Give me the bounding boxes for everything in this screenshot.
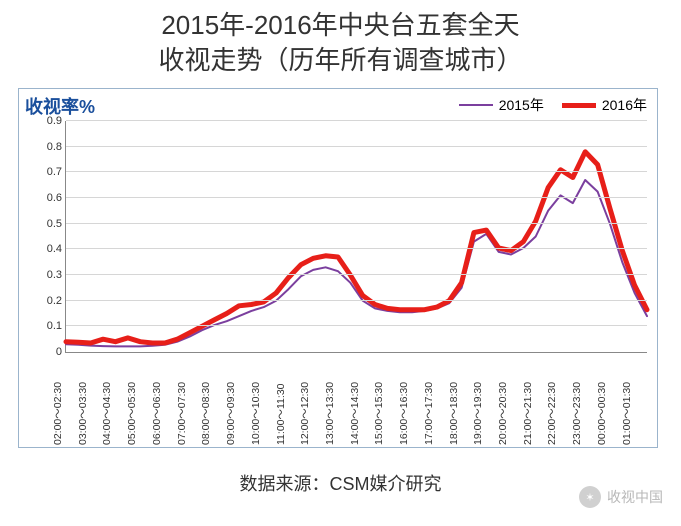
x-tick-label: 02:00～02:30 xyxy=(50,382,65,445)
x-tick-label: 14:00～14:30 xyxy=(347,382,362,445)
title-line-1: 2015年-2016年中央台五套全天 xyxy=(0,8,681,43)
legend-swatch-2015 xyxy=(459,104,493,106)
x-tick-label: 08:00～08:30 xyxy=(198,382,213,445)
y-tick: 0.4 xyxy=(32,243,62,255)
x-tick-label: 07:00～07:30 xyxy=(174,382,189,445)
y-tick: 0.5 xyxy=(32,218,62,230)
x-tick-label: 05:00～05:30 xyxy=(124,382,139,445)
x-tick-label: 03:00～03:30 xyxy=(75,382,90,445)
y-tick: 0 xyxy=(32,346,62,358)
x-tick-label: 10:00～10:30 xyxy=(248,382,263,445)
line-chart-svg xyxy=(66,121,647,352)
y-tick: 0.8 xyxy=(32,141,62,153)
x-tick-label: 12:00～12:30 xyxy=(297,382,312,445)
legend-label-2016: 2016年 xyxy=(602,95,647,115)
x-tick-label: 04:00～04:30 xyxy=(99,382,114,445)
x-tick-label: 13:00～13:30 xyxy=(322,382,337,445)
title-line-2: 收视走势（历年所有调查城市） xyxy=(0,43,681,78)
y-tick: 0.3 xyxy=(32,269,62,281)
y-tick: 0.6 xyxy=(32,192,62,204)
legend: 2015年 2016年 xyxy=(459,95,647,115)
x-tick-label: 20:00～20:30 xyxy=(495,382,510,445)
legend-item-2015: 2015年 xyxy=(459,95,544,115)
x-tick-label: 17:00～17:30 xyxy=(421,382,436,445)
x-tick-label: 19:00～19:30 xyxy=(470,382,485,445)
x-tick-label: 09:00～09:30 xyxy=(223,382,238,445)
legend-swatch-2016 xyxy=(562,103,596,108)
x-tick-label: 11:00～11:30 xyxy=(273,384,288,446)
watermark-text: 收视中国 xyxy=(607,487,663,507)
chart-container: 收视率% 2015年 2016年 00.10.20.30.40.50.60.70… xyxy=(18,88,658,448)
y-tick: 0.1 xyxy=(32,320,62,332)
x-tick-label: 16:00～16:30 xyxy=(396,382,411,445)
x-tick-label: 21:00～21:30 xyxy=(520,382,535,445)
plot-area: 00.10.20.30.40.50.60.70.80.9 xyxy=(65,121,647,353)
watermark: ✶ 收视中国 xyxy=(579,486,663,508)
x-tick-label: 18:00～18:30 xyxy=(446,382,461,445)
y-tick: 0.9 xyxy=(32,115,62,127)
chart-title: 2015年-2016年中央台五套全天 收视走势（历年所有调查城市） xyxy=(0,0,681,78)
series-line xyxy=(66,180,647,346)
wechat-icon: ✶ xyxy=(579,486,601,508)
x-tick-label: 23:00～23:30 xyxy=(569,382,584,445)
y-tick: 0.7 xyxy=(32,166,62,178)
legend-item-2016: 2016年 xyxy=(562,95,647,115)
x-tick-label: 06:00～06:30 xyxy=(149,382,164,445)
x-tick-label: 22:00～22:30 xyxy=(544,382,559,445)
x-tick-label: 00:00～00:30 xyxy=(594,382,609,445)
x-tick-label: 15:00～15:30 xyxy=(371,382,386,445)
x-tick-label: 01:00～01:30 xyxy=(619,382,634,445)
x-axis-labels: 02:00～02:3003:00～03:3004:00～04:3005:00～0… xyxy=(65,355,647,445)
y-tick: 0.2 xyxy=(32,295,62,307)
legend-label-2015: 2015年 xyxy=(499,95,544,115)
